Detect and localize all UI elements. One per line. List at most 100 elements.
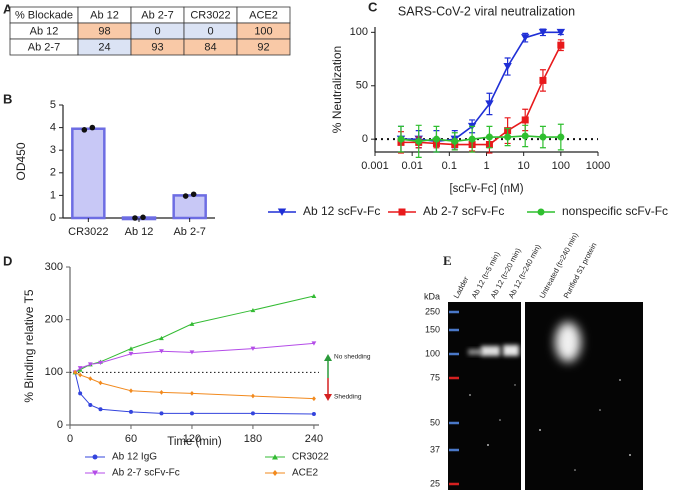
legend-label: Ab 12 IgG <box>112 452 157 463</box>
marker <box>485 133 493 141</box>
series-line <box>400 44 562 146</box>
gel-band <box>481 346 500 356</box>
marker <box>159 349 164 354</box>
y-tick-label: 0 <box>57 419 63 431</box>
marker <box>77 366 83 371</box>
marker <box>311 396 316 402</box>
x-tick-label: 0.1 <box>442 160 457 172</box>
gel-marker-label: 75 <box>430 372 440 382</box>
table-value: 92 <box>257 41 269 53</box>
replicate-dot <box>182 193 189 199</box>
table-header: Ab 12 <box>90 9 119 21</box>
marker <box>92 470 98 476</box>
y-tick-label: 5 <box>50 99 56 111</box>
legend-label: CR3022 <box>292 452 329 463</box>
marker <box>189 411 194 416</box>
marker <box>87 362 93 367</box>
panel-letter: A <box>3 1 13 16</box>
annotation: No shedding <box>334 354 371 361</box>
marker <box>189 350 195 355</box>
table-value: Ab 2-7 <box>28 41 60 53</box>
marker <box>415 137 423 145</box>
panel-letter: B <box>3 91 12 106</box>
marker <box>277 208 287 216</box>
legend-label: nonspecific scFv-Fc <box>562 204 668 218</box>
y-tick-label: 200 <box>45 314 63 326</box>
marker <box>272 454 278 460</box>
marker <box>432 135 440 143</box>
table-header: Ab 2-7 <box>141 9 173 21</box>
arrow-head <box>324 354 332 361</box>
y-tick-label: 100 <box>45 366 63 378</box>
y-tick-label: 1 <box>50 189 56 201</box>
replicate-dot <box>190 191 197 198</box>
gel-marker-label: 25 <box>430 478 440 488</box>
y-tick-label: 50 <box>356 80 368 92</box>
marker <box>398 208 406 216</box>
y-tick-label: 0 <box>362 133 368 145</box>
marker <box>128 409 133 414</box>
y-axis-label: % Neutralization <box>330 46 344 133</box>
x-tick-label: 0.001 <box>361 160 389 172</box>
marker <box>128 346 134 351</box>
marker <box>521 34 530 42</box>
marker <box>128 351 134 357</box>
x-tick-label: CR3022 <box>68 226 108 238</box>
marker <box>98 407 103 412</box>
marker <box>92 454 98 460</box>
marker <box>250 393 255 399</box>
marker <box>311 293 317 298</box>
table-value: 24 <box>98 41 110 53</box>
replicate-dot <box>140 214 146 221</box>
x-tick-label: Ab 12 <box>125 226 154 238</box>
marker <box>272 470 278 476</box>
marker <box>557 133 565 141</box>
gel-marker-label: 250 <box>425 306 440 316</box>
y-tick-label: 2 <box>50 167 56 179</box>
marker <box>78 372 83 378</box>
table-value: Ab 12 <box>30 25 59 37</box>
x-axis-label: Time (min) <box>167 436 222 448</box>
gel-right <box>525 302 643 490</box>
marker <box>159 389 164 395</box>
marker <box>88 402 93 407</box>
panel-letter: D <box>3 253 12 268</box>
x-tick-label: 10 <box>518 160 530 172</box>
y-tick-label: 0 <box>50 212 56 224</box>
x-tick-label: 1000 <box>586 160 610 172</box>
gel-lane-label: Ladder <box>452 275 471 300</box>
x-tick-label: 60 <box>125 433 137 445</box>
y-tick-label: 4 <box>50 122 56 134</box>
gel-marker-label: 150 <box>425 324 440 334</box>
y-tick-label: 300 <box>45 261 63 273</box>
y-tick-label: 3 <box>50 144 56 156</box>
gel-marker-label: 37 <box>430 444 440 454</box>
x-tick-label: 100 <box>552 160 570 172</box>
series-line <box>400 135 561 143</box>
y-axis-label: % Binding relative T5 <box>22 289 36 403</box>
legend-label: ACE2 <box>292 468 319 479</box>
table-value: 93 <box>151 41 163 53</box>
marker <box>78 391 83 396</box>
gel-marker-label: 50 <box>430 417 440 427</box>
marker <box>98 360 103 366</box>
table-cell <box>236 38 291 56</box>
series-line <box>74 371 314 400</box>
marker <box>539 133 547 141</box>
marker <box>128 388 133 394</box>
marker <box>556 28 566 37</box>
marker <box>159 335 164 341</box>
x-tick-label: 240 <box>305 433 323 445</box>
marker <box>504 133 512 141</box>
series-line <box>400 31 561 143</box>
table-header: CR3022 <box>190 9 230 21</box>
marker <box>73 369 78 375</box>
marker <box>311 411 316 416</box>
x-tick-label: 0.01 <box>401 160 422 172</box>
marker <box>468 135 476 143</box>
arrow-head <box>324 394 332 401</box>
x-tick-label: 1 <box>483 160 489 172</box>
y-axis-label: OD450 <box>14 142 28 180</box>
marker <box>538 28 548 37</box>
